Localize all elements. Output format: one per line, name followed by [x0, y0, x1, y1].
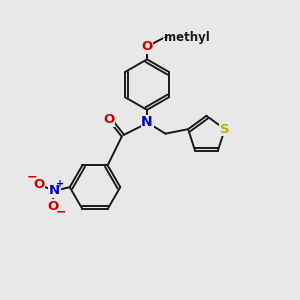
- Text: S: S: [220, 123, 230, 136]
- Text: O: O: [141, 40, 153, 53]
- Text: O: O: [33, 178, 44, 191]
- Text: methyl: methyl: [164, 32, 210, 44]
- Text: −: −: [56, 206, 66, 219]
- Text: methyl: methyl: [164, 37, 169, 38]
- Text: +: +: [56, 179, 64, 189]
- Text: N: N: [141, 116, 153, 129]
- Text: −: −: [26, 171, 37, 184]
- Text: methyl: methyl: [164, 37, 169, 38]
- Text: O: O: [103, 113, 115, 126]
- Text: N: N: [49, 184, 60, 197]
- Text: O: O: [47, 200, 58, 213]
